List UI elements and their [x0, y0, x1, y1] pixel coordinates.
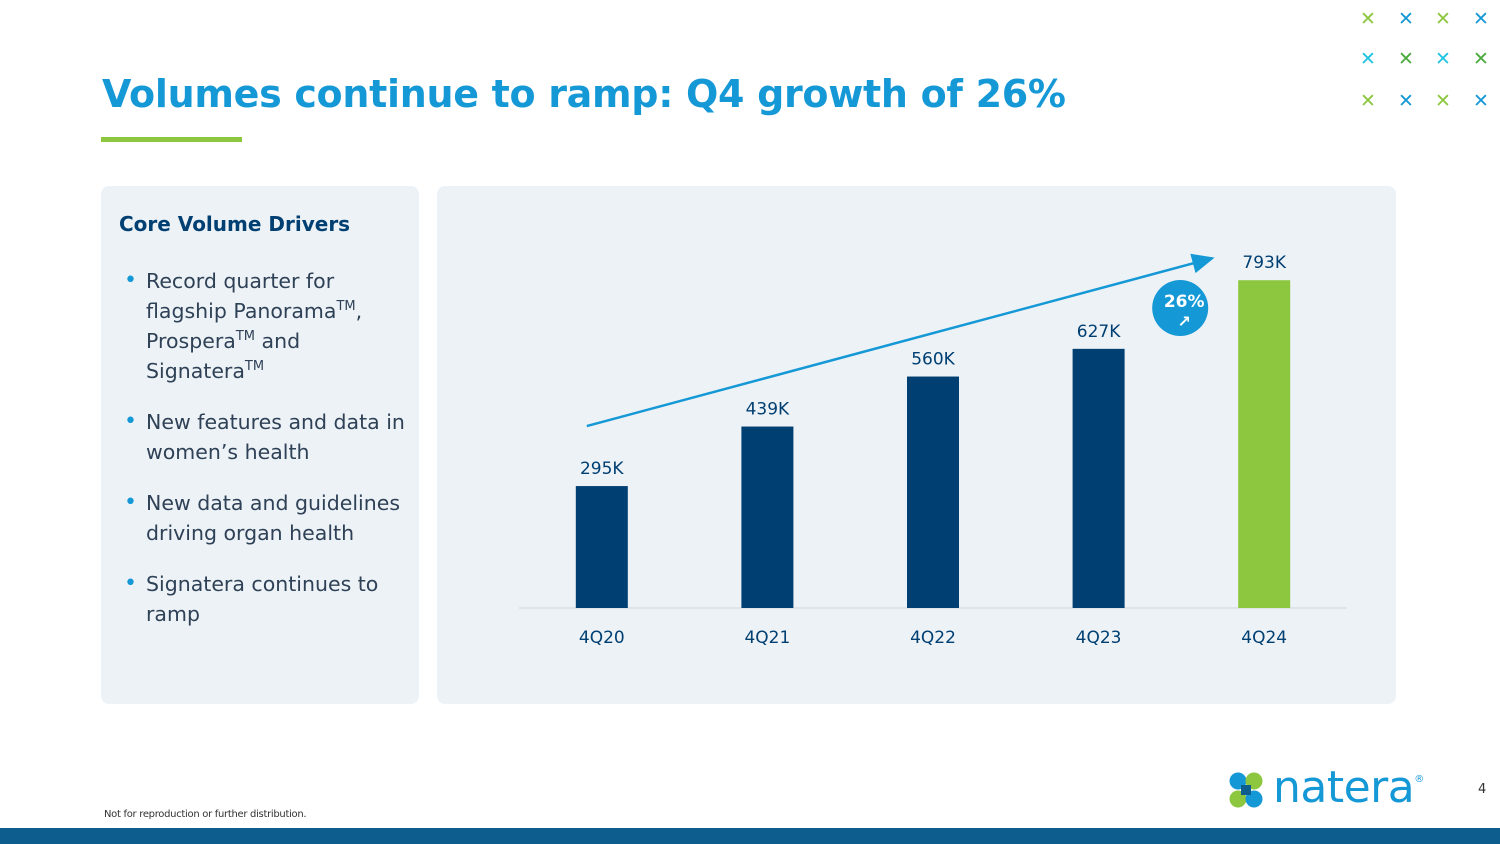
growth-badge: [1152, 280, 1209, 336]
decorative-x-icon: ✕: [1473, 90, 1489, 112]
logo-text: natera: [1273, 762, 1415, 813]
decorative-x-icon: ✕: [1360, 90, 1376, 112]
decorative-x-icon: ✕: [1473, 8, 1489, 30]
data-label: 439K: [746, 400, 790, 420]
decorative-x-icon: ✕: [1435, 8, 1451, 30]
bar-4q21: [741, 426, 794, 608]
title-underline: [101, 137, 242, 142]
bottom-bar: [0, 828, 1500, 844]
decorative-x-icon: ✕: [1360, 48, 1376, 70]
decorative-x-icon: ✕: [1435, 90, 1451, 112]
bullet-text-part: and Signatera: [146, 329, 301, 383]
trademark-mark: TM: [235, 329, 255, 345]
decorative-x-icon: ✕: [1473, 48, 1489, 70]
panel-heading: Core Volume Drivers: [119, 212, 351, 236]
bar-4q20: [575, 486, 628, 608]
decorative-x-icon: ✕: [1435, 48, 1451, 70]
growth-badge-label: 26%: [1164, 292, 1205, 312]
logo-wordmark: natera®: [1273, 762, 1424, 813]
bar-4q23: [1072, 348, 1125, 608]
x-tick-label: 4Q22: [910, 628, 956, 648]
bullet-text: New data and guidelines driving organ he…: [146, 491, 401, 545]
page-number: 4: [1478, 782, 1487, 797]
chart-panel: 295K 4Q20 439K 4Q21 560K 4Q22 627K 4Q23 793K 4Q24…: [437, 186, 1396, 704]
decorative-x-grid: ✕ ✕ ✕ ✕ ✕ ✕ ✕ ✕ ✕ ✕ ✕ ✕: [1352, 6, 1498, 116]
registered-mark: ®: [1414, 774, 1424, 785]
bullet-text-part: , Prospera: [146, 299, 363, 353]
volume-bar-chart: 295K 4Q20 439K 4Q21 560K 4Q22 627K 4Q23 793K 4Q24…: [519, 253, 1347, 648]
decorative-x-icon: ✕: [1398, 90, 1414, 112]
x-tick-label: 4Q24: [1241, 628, 1287, 648]
bar-4q22: [907, 376, 959, 608]
growth-arrow-icon: ↗: [1177, 312, 1190, 331]
bar-4q24: [1238, 280, 1291, 608]
trend-arrow-line: [586, 253, 1215, 428]
trademark-mark: TM: [336, 299, 356, 315]
data-label: 560K: [911, 350, 955, 370]
x-tick-label: 4Q23: [1076, 628, 1122, 648]
list-item: New features and data in women’s health: [121, 407, 411, 467]
bullet-text-part: Record quarter for flagship Panorama: [146, 269, 337, 323]
logo-mark-icon: [1229, 772, 1263, 808]
data-label: 295K: [580, 459, 624, 479]
bullet-text: New features and data in women’s health: [146, 410, 405, 464]
x-tick-label: 4Q21: [744, 628, 790, 648]
list-item: Record quarter for flagship PanoramaTM, …: [121, 266, 411, 386]
decorative-x-icon: ✕: [1360, 8, 1376, 30]
drivers-panel: Core Volume Drivers Record quarter for f…: [101, 186, 419, 704]
slide-title: Volumes continue to ramp: Q4 growth of 2…: [102, 72, 1066, 116]
bullet-text: Signatera continues to ramp: [146, 572, 379, 626]
x-tick-label: 4Q20: [579, 628, 625, 648]
list-item: Signatera continues to ramp: [121, 569, 411, 629]
data-label: 627K: [1077, 322, 1121, 342]
decorative-x-icon: ✕: [1398, 48, 1414, 70]
data-label: 793K: [1242, 253, 1286, 273]
list-item: New data and guidelines driving organ he…: [121, 488, 411, 548]
trademark-mark: TM: [244, 359, 265, 375]
footnote: Not for reproduction or further distribu…: [104, 809, 307, 820]
decorative-x-icon: ✕: [1398, 8, 1414, 30]
drivers-list: Record quarter for flagship PanoramaTM, …: [121, 266, 411, 650]
